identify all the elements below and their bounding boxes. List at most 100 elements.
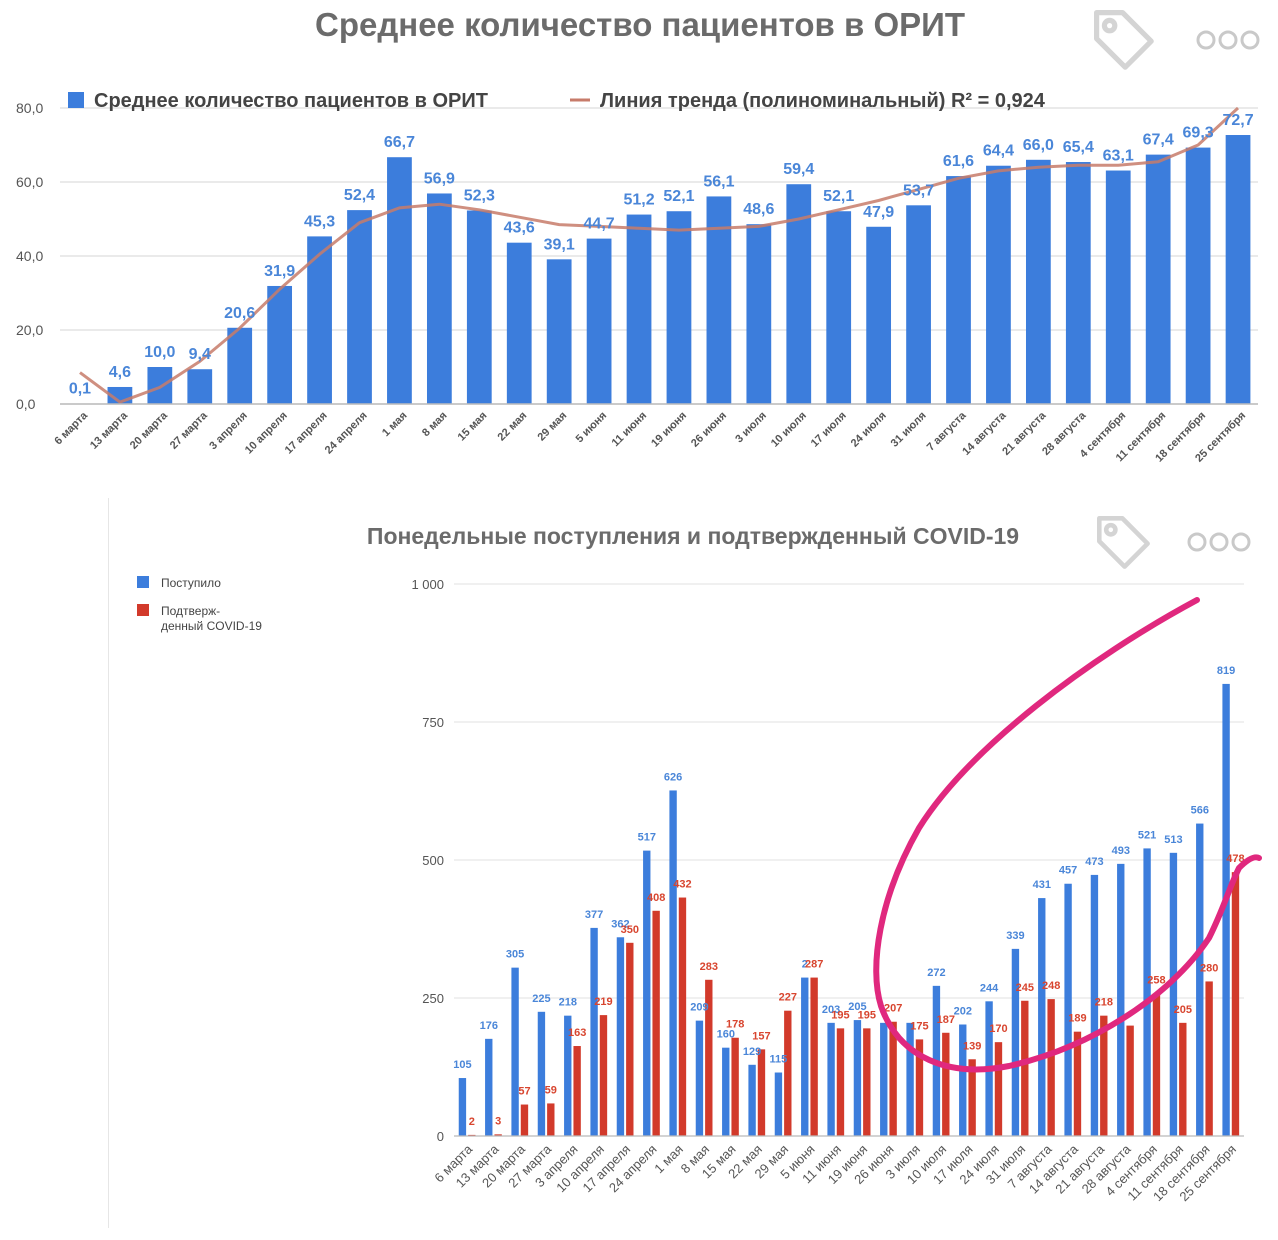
data-label: 10,0 bbox=[144, 344, 175, 361]
data-label-covid: 248 bbox=[1042, 980, 1060, 992]
data-label-admitted: 626 bbox=[664, 771, 682, 783]
bar-admitted bbox=[1196, 823, 1204, 1136]
bar bbox=[1065, 162, 1091, 404]
x-tick-label: 15 мая bbox=[456, 410, 490, 444]
x-tick-label: 1 мая bbox=[380, 410, 409, 439]
bar-covid bbox=[1073, 1031, 1082, 1136]
legend-swatch-covid bbox=[137, 604, 149, 616]
bar-admitted bbox=[906, 1022, 914, 1136]
more-dot bbox=[1240, 30, 1260, 50]
x-tick-label: 6 марта bbox=[52, 409, 90, 447]
legend-label-covid-line1: Подтверж- bbox=[161, 604, 220, 618]
bar-covid bbox=[1152, 993, 1161, 1136]
legend-label-bar: Среднее количество пациентов в ОРИТ bbox=[94, 90, 488, 112]
bar-covid bbox=[1205, 981, 1213, 1136]
bar-covid bbox=[1179, 1022, 1187, 1136]
bar-admitted bbox=[511, 967, 519, 1136]
bar bbox=[866, 226, 892, 404]
data-label-admitted: 305 bbox=[506, 949, 524, 961]
bar bbox=[1185, 147, 1211, 404]
data-label-covid: 219 bbox=[594, 996, 612, 1008]
bar-admitted bbox=[669, 790, 677, 1136]
price-tag-icon[interactable] bbox=[1094, 10, 1154, 70]
bar-admitted bbox=[1011, 948, 1020, 1136]
data-label: 56,1 bbox=[703, 173, 734, 190]
bar bbox=[826, 211, 852, 404]
bar-admitted bbox=[643, 850, 651, 1136]
data-label: 52,1 bbox=[663, 188, 694, 205]
bar bbox=[626, 214, 652, 404]
more-dot bbox=[1187, 532, 1207, 552]
bar bbox=[586, 238, 612, 404]
data-label: 67,4 bbox=[1143, 132, 1174, 149]
data-label-covid: 287 bbox=[805, 959, 823, 971]
bar-admitted bbox=[801, 977, 809, 1136]
bar bbox=[506, 242, 532, 404]
data-label: 43,6 bbox=[504, 220, 535, 237]
data-label-covid: 207 bbox=[884, 1003, 902, 1015]
bar-admitted bbox=[1117, 863, 1125, 1136]
bar-admitted bbox=[590, 927, 598, 1136]
bar-covid bbox=[1231, 872, 1240, 1136]
bar-covid bbox=[547, 1103, 555, 1136]
bar-admitted bbox=[1143, 848, 1151, 1136]
data-label: 52,4 bbox=[344, 187, 375, 204]
bar-covid bbox=[994, 1042, 1003, 1136]
data-label: 72,7 bbox=[1222, 112, 1253, 129]
data-label: 52,1 bbox=[823, 188, 854, 205]
data-label-admitted: 225 bbox=[532, 993, 550, 1005]
bar bbox=[986, 165, 1011, 404]
data-label-covid: 59 bbox=[545, 1084, 557, 1096]
data-label: 45,3 bbox=[304, 213, 335, 230]
data-label: 20,6 bbox=[224, 305, 255, 322]
price-tag-icon[interactable] bbox=[1097, 516, 1150, 569]
bar-admitted bbox=[827, 1022, 835, 1136]
data-label-covid: 280 bbox=[1200, 962, 1218, 974]
bar bbox=[1145, 154, 1171, 404]
data-label-covid: 3 bbox=[495, 1115, 501, 1127]
more-dot bbox=[1218, 30, 1238, 50]
x-tick-label: 3 апреля bbox=[207, 410, 250, 453]
x-tick-label: 24 июля bbox=[849, 410, 889, 450]
data-label-covid: 170 bbox=[989, 1023, 1007, 1035]
data-label-covid: 175 bbox=[910, 1020, 928, 1032]
data-label-admitted: 339 bbox=[1006, 930, 1024, 942]
data-label-covid: 187 bbox=[937, 1014, 955, 1026]
data-label: 48,6 bbox=[743, 201, 774, 218]
bar bbox=[267, 285, 293, 404]
bar bbox=[147, 367, 173, 404]
bar-admitted bbox=[1169, 852, 1178, 1136]
data-label-admitted: 115 bbox=[770, 1054, 788, 1066]
bar-covid bbox=[1047, 999, 1055, 1136]
chart-title: Среднее количество пациентов в ОРИТ bbox=[315, 6, 965, 43]
y-tick-label: 60,0 bbox=[16, 174, 43, 190]
data-label-covid: 163 bbox=[568, 1027, 586, 1039]
price-tag-hole bbox=[1103, 522, 1118, 537]
bar bbox=[347, 210, 372, 404]
bar-admitted bbox=[1064, 883, 1072, 1136]
bar bbox=[187, 369, 213, 404]
data-label: 56,9 bbox=[424, 170, 455, 187]
x-tick-label: 3 июля bbox=[733, 410, 769, 446]
bar-covid bbox=[626, 942, 634, 1136]
data-label-admitted: 2 bbox=[802, 959, 808, 971]
bar-covid bbox=[1021, 1000, 1029, 1136]
data-label: 9,4 bbox=[189, 346, 211, 363]
more-dots-icon[interactable] bbox=[1196, 30, 1260, 50]
data-label-admitted: 517 bbox=[638, 832, 656, 844]
x-tick-label: 11 июня bbox=[610, 410, 650, 450]
bar-covid bbox=[942, 1032, 950, 1136]
legend-swatch-bar bbox=[68, 92, 84, 108]
data-label: 44,7 bbox=[584, 216, 615, 233]
y-tick-label: 750 bbox=[422, 715, 444, 730]
bar-admitted bbox=[722, 1047, 730, 1136]
bar-covid bbox=[968, 1059, 976, 1136]
y-tick-label: 500 bbox=[422, 853, 444, 868]
data-label-covid: 258 bbox=[1147, 975, 1165, 987]
x-tick-label: 24 апреля bbox=[323, 410, 370, 457]
more-dots-icon[interactable] bbox=[1187, 532, 1251, 552]
y-tick-label: 80,0 bbox=[16, 100, 43, 116]
x-tick-label: 10 апреля bbox=[243, 410, 290, 457]
bar-covid bbox=[1100, 1015, 1108, 1136]
data-label-covid: 227 bbox=[779, 992, 797, 1004]
